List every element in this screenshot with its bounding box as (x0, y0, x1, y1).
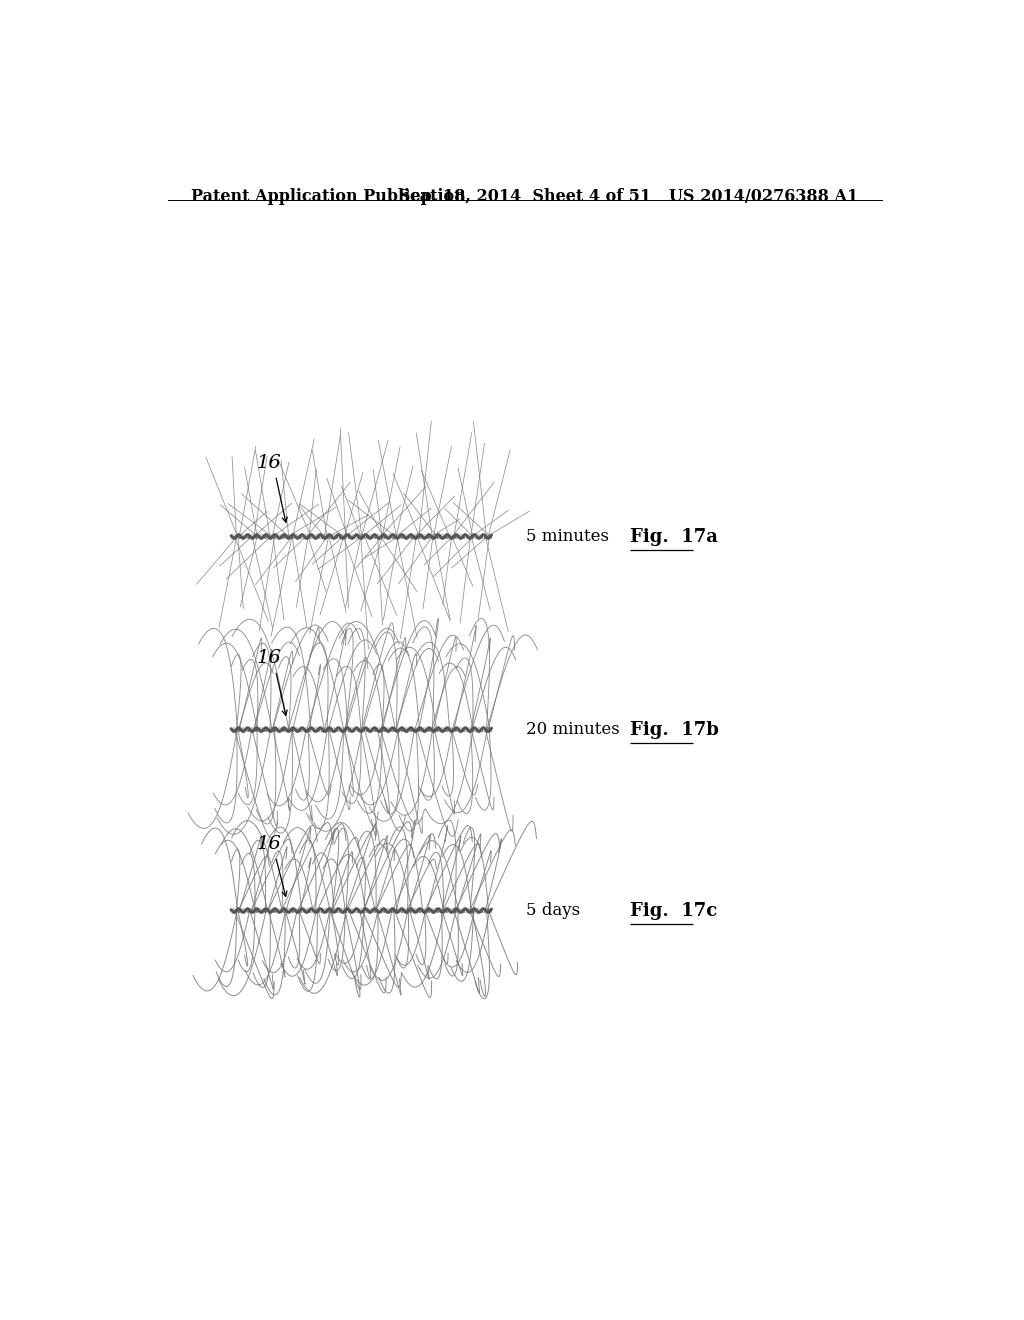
Text: 16: 16 (257, 649, 282, 668)
Text: Fig.  17c: Fig. 17c (630, 902, 717, 920)
Text: Patent Application Publication: Patent Application Publication (191, 187, 466, 205)
Text: 20 minutes: 20 minutes (526, 721, 621, 738)
Text: 16: 16 (257, 836, 282, 854)
Text: Fig.  17a: Fig. 17a (630, 528, 718, 545)
Text: 5 minutes: 5 minutes (526, 528, 609, 545)
Text: 5 days: 5 days (526, 902, 581, 919)
Text: Fig.  17b: Fig. 17b (630, 721, 719, 739)
Text: US 2014/0276388 A1: US 2014/0276388 A1 (669, 187, 858, 205)
Text: 16: 16 (257, 454, 282, 473)
Text: Sep. 18, 2014  Sheet 4 of 51: Sep. 18, 2014 Sheet 4 of 51 (398, 187, 651, 205)
